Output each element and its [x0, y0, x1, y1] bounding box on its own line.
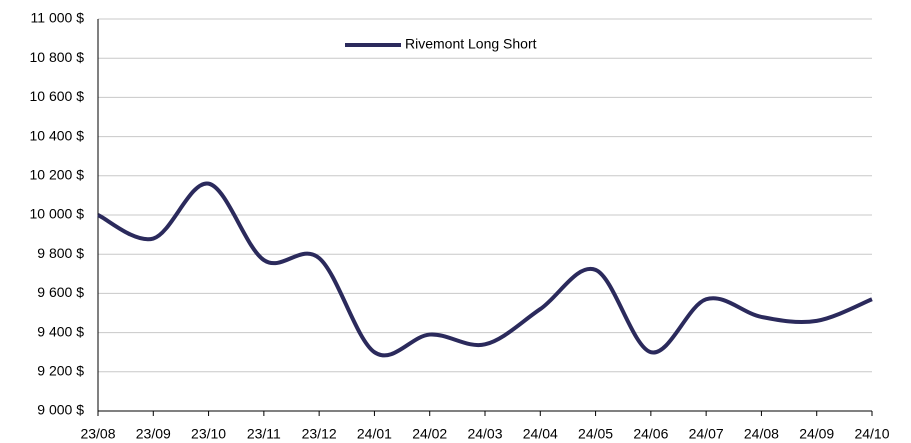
x-tick-label: 24/08: [744, 426, 779, 442]
legend-label: Rivemont Long Short: [405, 36, 537, 52]
y-tick-label: 9 800 $: [37, 245, 84, 261]
y-tick-label: 10 600 $: [30, 88, 85, 104]
x-tick-label: 24/06: [633, 426, 668, 442]
y-tick-label: 9 000 $: [37, 402, 84, 418]
y-tick-label: 10 800 $: [30, 49, 85, 65]
x-tick-label: 24/07: [689, 426, 724, 442]
x-tick-label: 24/09: [799, 426, 834, 442]
x-tick-label: 23/08: [80, 426, 115, 442]
x-tick-label: 23/09: [136, 426, 171, 442]
y-tick-label: 9 600 $: [37, 284, 84, 300]
data-line: [97, 181, 873, 358]
y-tick-label: 10 200 $: [30, 167, 85, 183]
x-tick-label: 24/02: [412, 426, 447, 442]
x-tick-label: 23/11: [247, 426, 281, 442]
y-tick-label: 9 400 $: [37, 323, 84, 339]
x-tick-label: 24/10: [854, 426, 889, 442]
x-tick-label: 24/03: [467, 426, 502, 442]
x-tick-label: 24/05: [578, 426, 613, 442]
x-tick-label: 23/12: [302, 426, 337, 442]
x-tick-label: 24/04: [523, 426, 558, 442]
y-tick-label: 11 000 $: [31, 10, 85, 26]
y-tick-label: 10 000 $: [30, 206, 85, 222]
y-tick-label: 9 200 $: [37, 363, 84, 379]
x-tick-label: 24/01: [357, 426, 392, 442]
x-tick-label: 23/10: [191, 426, 226, 442]
y-tick-label: 10 400 $: [30, 127, 85, 143]
